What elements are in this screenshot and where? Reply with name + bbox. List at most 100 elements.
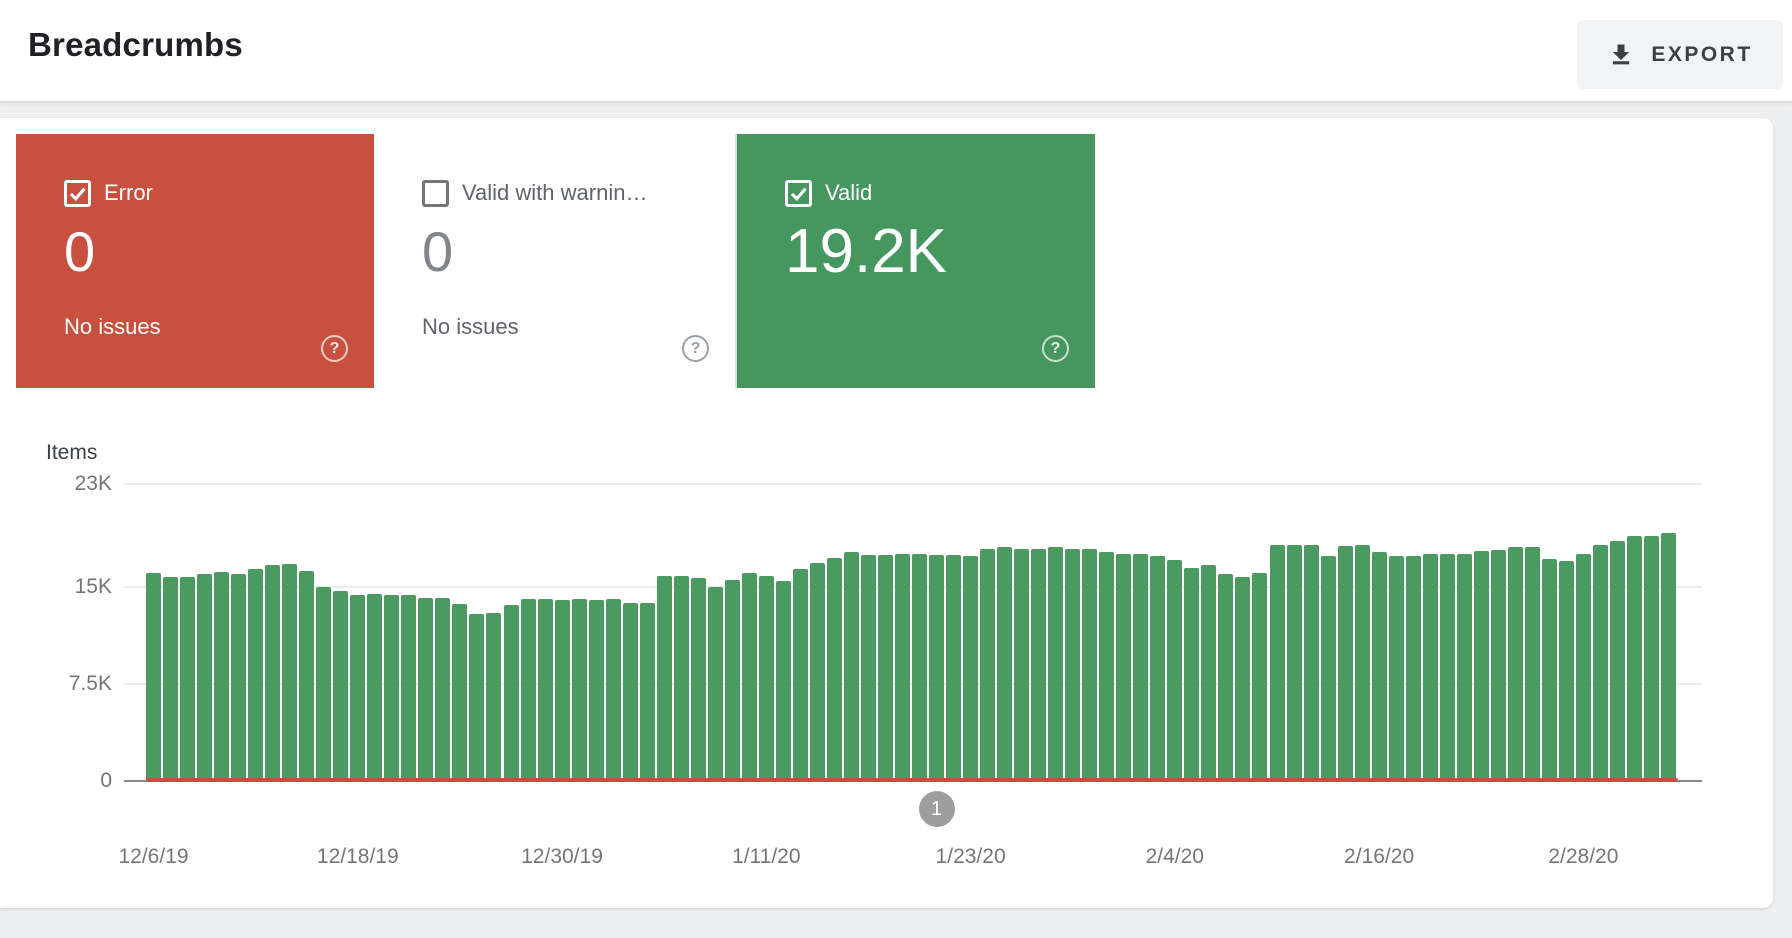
chart-bar[interactable] — [367, 594, 383, 781]
export-button[interactable]: EXPORT — [1577, 20, 1783, 89]
chart-bar[interactable] — [963, 556, 979, 781]
chart-bar[interactable] — [1303, 545, 1319, 781]
annotation-marker[interactable]: 1 — [918, 791, 955, 827]
error-help-icon[interactable]: ? — [321, 335, 348, 362]
chart-bar[interactable] — [843, 552, 859, 781]
chart-bar[interactable] — [1558, 561, 1574, 781]
chart-bar[interactable] — [333, 591, 349, 781]
chart-bar[interactable] — [1541, 559, 1557, 781]
chart-bar[interactable] — [792, 569, 808, 781]
chart-bar[interactable] — [316, 587, 332, 781]
chart-bar[interactable] — [622, 603, 638, 781]
chart-bar[interactable] — [1592, 545, 1608, 781]
chart-bar[interactable] — [1644, 536, 1659, 781]
chart-bar[interactable] — [214, 572, 230, 781]
chart-bar[interactable] — [384, 595, 400, 781]
valid-with-warnings-checkbox[interactable] — [422, 180, 449, 207]
chart-bar[interactable] — [452, 604, 468, 781]
chart-bar[interactable] — [946, 555, 961, 781]
chart-bar[interactable] — [1524, 547, 1540, 781]
chart-bar[interactable] — [435, 598, 451, 781]
chart-bar[interactable] — [503, 605, 519, 781]
chart-bar[interactable] — [520, 599, 536, 781]
chart-bar[interactable] — [1269, 545, 1285, 781]
chart-bar[interactable] — [758, 576, 774, 781]
chart-bar[interactable] — [486, 613, 502, 781]
chart-bar[interactable] — [639, 603, 655, 781]
chart-bar[interactable] — [554, 600, 570, 781]
chart-bar[interactable] — [1116, 554, 1132, 781]
chart-bar[interactable] — [1337, 546, 1353, 781]
chart-bar[interactable] — [1167, 560, 1183, 781]
chart-bar[interactable] — [860, 555, 876, 781]
chart-bar[interactable] — [1320, 556, 1336, 781]
chart-bar[interactable] — [673, 576, 689, 781]
chart-bar[interactable] — [231, 574, 247, 781]
chart-bar[interactable] — [1014, 549, 1030, 781]
error-checkbox[interactable] — [64, 180, 91, 207]
chart-bar[interactable] — [265, 565, 281, 781]
chart-bar[interactable] — [1405, 556, 1421, 781]
chart-bar[interactable] — [809, 563, 825, 781]
chart-bar[interactable] — [707, 587, 723, 781]
chart-bar[interactable] — [1575, 554, 1591, 781]
chart-bar[interactable] — [180, 577, 195, 781]
chart-bar[interactable] — [1473, 551, 1489, 781]
chart-bar[interactable] — [1099, 552, 1115, 781]
chart-bar[interactable] — [656, 576, 672, 781]
chart-bar[interactable] — [1286, 545, 1302, 781]
chart-bar[interactable] — [1439, 554, 1455, 781]
chart-bar[interactable] — [741, 573, 757, 781]
chart-bar[interactable] — [1661, 533, 1676, 781]
chart-bar[interactable] — [1388, 556, 1404, 781]
chart-bar[interactable] — [1031, 549, 1047, 781]
chart-bar[interactable] — [588, 600, 604, 781]
chart-bar[interactable] — [282, 564, 298, 781]
chart-bar[interactable] — [997, 547, 1013, 781]
chart-bar[interactable] — [537, 599, 553, 781]
chart-bar[interactable] — [1354, 545, 1370, 781]
chart-bar[interactable] — [912, 554, 927, 781]
chart-bar[interactable] — [775, 581, 791, 781]
chart-bar[interactable] — [1184, 568, 1200, 781]
chart-bar[interactable] — [895, 554, 910, 781]
valid-checkbox[interactable] — [785, 180, 812, 207]
chart-bar[interactable] — [1626, 536, 1642, 781]
valid-help-icon[interactable]: ? — [1042, 335, 1069, 362]
chart-bar[interactable] — [980, 549, 996, 781]
chart-bar[interactable] — [690, 578, 706, 781]
chart-bar[interactable] — [197, 574, 213, 781]
chart-bar[interactable] — [1235, 577, 1251, 781]
chart-bar[interactable] — [469, 614, 485, 781]
chart-bar[interactable] — [1252, 573, 1268, 781]
chart-bar[interactable] — [1456, 554, 1472, 781]
chart-bar[interactable] — [1507, 547, 1523, 781]
chart-bar[interactable] — [878, 555, 893, 781]
chart-bar[interactable] — [401, 595, 417, 781]
chart-bar[interactable] — [1133, 554, 1149, 781]
chart-bar[interactable] — [146, 573, 161, 781]
chart-bar[interactable] — [1218, 574, 1234, 781]
chart-bar[interactable] — [1609, 541, 1625, 781]
error-tile[interactable]: Error 0 No issues ? — [16, 134, 374, 388]
chart-bar[interactable] — [248, 569, 264, 781]
chart-bar[interactable] — [1201, 565, 1217, 781]
chart-bar[interactable] — [163, 577, 178, 781]
valid-with-warnings-tile[interactable]: Valid with warnin… 0 No issues ? — [374, 134, 737, 388]
chart-bar[interactable] — [571, 599, 587, 781]
chart-bar[interactable] — [1422, 554, 1438, 781]
chart-bar[interactable] — [1065, 549, 1081, 781]
chart-bar[interactable] — [350, 595, 366, 781]
chart-bar[interactable] — [1490, 550, 1506, 781]
chart-bar[interactable] — [724, 580, 740, 781]
valid-with-warnings-help-icon[interactable]: ? — [682, 335, 709, 362]
chart-bar[interactable] — [1371, 552, 1387, 781]
chart-bar[interactable] — [299, 571, 315, 781]
chart-bar[interactable] — [826, 558, 842, 781]
chart-bar[interactable] — [605, 599, 621, 781]
chart-bar[interactable] — [418, 598, 434, 781]
chart-bar[interactable] — [1150, 556, 1166, 781]
chart-bar[interactable] — [1048, 547, 1064, 781]
chart-bar[interactable] — [929, 555, 944, 781]
chart-bar[interactable] — [1082, 549, 1098, 781]
